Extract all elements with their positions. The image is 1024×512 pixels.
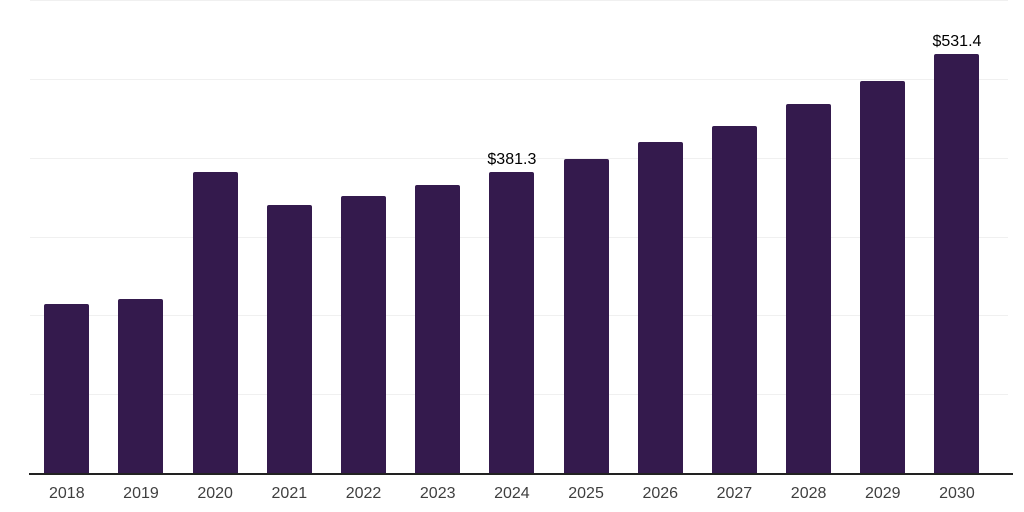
bar-2019[interactable] [118,299,164,473]
bar-2021[interactable] [266,204,312,473]
gridline-500 [30,79,1008,80]
x-axis-label-2023: 2023 [419,485,456,502]
x-axis-label-2028: 2028 [790,485,827,502]
bar-2029[interactable] [860,80,906,473]
bar-2023[interactable] [415,184,461,473]
x-axis-label-2021: 2021 [271,485,308,502]
bar-2025[interactable] [563,158,609,473]
gridline-400 [30,158,1008,159]
x-axis-label-2025: 2025 [568,485,604,502]
bar-2018[interactable] [44,304,90,473]
bar-2030[interactable] [934,54,980,473]
bar-2028[interactable] [786,104,832,473]
bar-2022[interactable] [341,196,387,473]
x-axis-label-2026: 2026 [642,485,679,502]
bar-2027[interactable] [711,126,757,473]
gridline-600 [30,0,1008,1]
x-axis-label-2018: 2018 [49,485,85,502]
x-axis-label-2019: 2019 [123,485,159,502]
x-axis-label-2022: 2022 [345,485,382,502]
x-axis-line [29,473,1013,475]
x-axis-label-2029: 2029 [864,485,901,502]
x-axis-label-2020: 2020 [197,485,233,502]
value-label-2024: $381.3 [487,151,537,169]
value-label-2030: $531.4 [932,33,982,51]
bar-2024[interactable] [489,172,535,473]
bar-2020[interactable] [192,171,238,473]
x-axis-label-2030: 2030 [939,485,975,502]
x-axis-label-2027: 2027 [716,485,753,502]
x-axis-label-2024: 2024 [494,485,530,502]
bar-2026[interactable] [637,142,683,473]
